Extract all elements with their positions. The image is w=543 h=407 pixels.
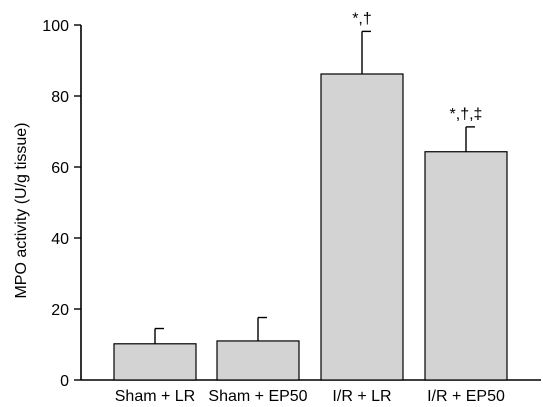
bar xyxy=(216,340,300,381)
y-tick-label: 20 xyxy=(51,302,69,319)
y-tick-label: 40 xyxy=(51,231,69,248)
category-label: Sham + LR xyxy=(115,388,195,405)
bar xyxy=(320,73,404,381)
bar xyxy=(113,343,197,381)
category-label: I/R + LR xyxy=(332,388,391,405)
y-axis-label: MPO activity (U/g tissue) xyxy=(13,122,30,298)
y-tick-label: 0 xyxy=(60,373,69,390)
y-tick-label: 100 xyxy=(42,18,69,35)
bars xyxy=(113,30,508,381)
significance-label: *,† xyxy=(352,10,372,27)
category-label: I/R + EP50 xyxy=(427,388,505,405)
category-label: Sham + EP50 xyxy=(208,388,307,405)
y-tick-label: 80 xyxy=(51,89,69,106)
bar xyxy=(424,151,508,381)
tick-labels: 0 20 40 60 80 100 Sham + LR Sham + EP50 I/R + LR… xyxy=(42,10,505,405)
significance-label: *,†,‡ xyxy=(450,106,483,123)
y-tick-label: 60 xyxy=(51,160,69,177)
